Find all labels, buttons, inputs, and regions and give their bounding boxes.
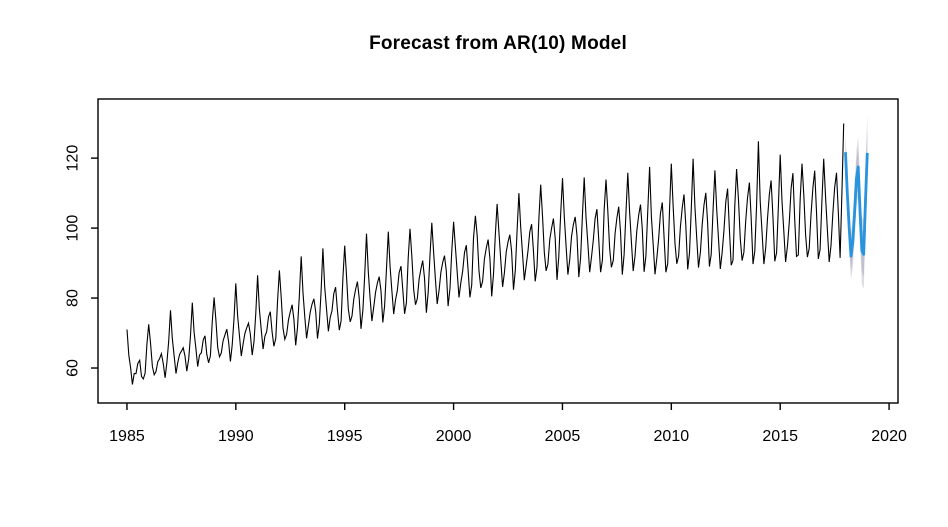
y-axis-tick-label: 60	[65, 359, 82, 377]
x-axis-tick-label: 2020	[871, 428, 907, 445]
chart-title: Forecast from AR(10) Model	[369, 33, 627, 54]
y-axis-tick-label: 80	[65, 289, 82, 307]
x-axis-tick-label: 1985	[109, 428, 145, 445]
x-axis-tick-label: 2005	[545, 428, 581, 445]
x-axis-tick-label: 2000	[436, 428, 472, 445]
x-axis-tick-label: 2015	[762, 428, 798, 445]
y-axis-tick-label: 120	[65, 145, 82, 172]
x-axis-tick-label: 2010	[654, 428, 690, 445]
x-axis-tick-label: 1995	[327, 428, 363, 445]
forecast-mean-line	[844, 152, 869, 258]
x-axis-tick-label: 1990	[218, 428, 254, 445]
y-axis-tick-label: 100	[65, 215, 82, 242]
observed-series-line	[126, 123, 845, 385]
plot-border	[97, 98, 899, 404]
